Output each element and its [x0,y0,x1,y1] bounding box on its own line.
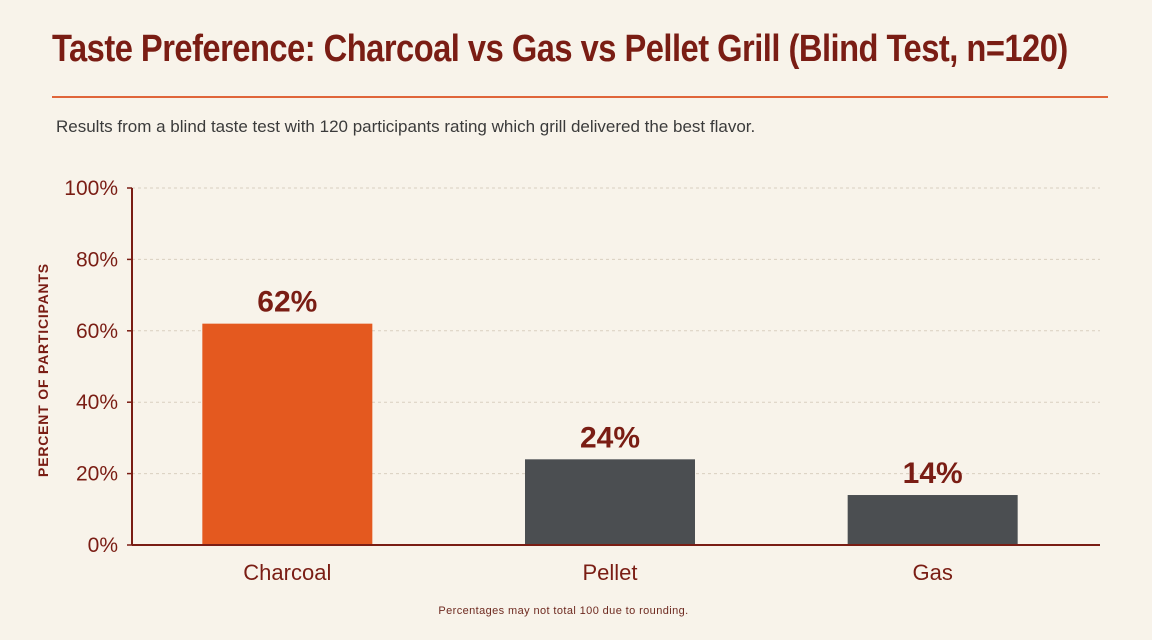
bars: 62% 24% 14% [202,286,1018,545]
value-label: 24% [580,421,640,454]
chart-title: Taste Preference: Charcoal vs Gas vs Pel… [52,28,1068,70]
x-tick-label: Pellet [582,560,637,585]
bar-gas [847,495,1018,545]
x-tick-label: Charcoal [243,560,331,585]
footnote: Percentages may not total 100 due to rou… [438,605,689,617]
x-tick-label: Gas [912,560,952,585]
chart-subtitle: Results from a blind taste test with 120… [56,117,756,136]
y-tick-label: 0% [88,534,118,557]
y-axis-label: PERCENT OF PARTICIPANTS [35,263,51,477]
bar-charcoal [202,323,373,545]
y-tick-label: 40% [76,391,118,414]
gridlines [132,187,1100,475]
value-label: 62% [257,286,317,319]
y-tick-label: 20% [76,463,118,486]
y-tick-label: 80% [76,248,118,271]
y-tick-label: 60% [76,320,118,343]
title-divider [52,96,1108,98]
value-label: 14% [903,457,963,490]
axes: 0% 20% 40% 60% 80% 100% Charcoal Pellet Gas [64,177,1100,585]
y-tick-label: 100% [64,177,118,200]
bar-pellet [525,459,695,545]
